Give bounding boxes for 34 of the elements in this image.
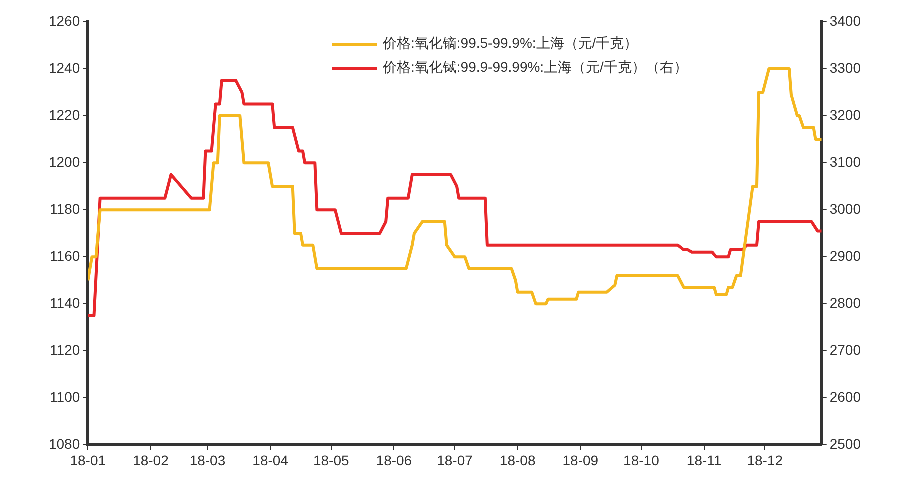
y-tick-label: 1080 <box>48 436 80 452</box>
y2-tick-label: 3100 <box>830 154 862 170</box>
x-tick-label: 18-06 <box>376 452 412 468</box>
y-tick-label: 1120 <box>50 342 80 358</box>
x-tick-label: 18-09 <box>562 452 599 468</box>
y-tick-label: 1160 <box>50 248 80 264</box>
y2-tick-label: 2800 <box>830 294 862 311</box>
x-tick-label: 18-04 <box>252 452 289 468</box>
y-tick-label: 1220 <box>48 106 80 123</box>
x-tick-label: 18-11 <box>686 452 722 468</box>
y-tick-label: 1180 <box>50 200 80 217</box>
y2-tick-label: 3000 <box>830 200 862 217</box>
y2-tick-label: 3400 <box>830 12 862 29</box>
x-tick-label: 18-01 <box>70 452 106 468</box>
legend-label: 价格:氧化铽:99.9-99.99%:上海（元/千克）（右） <box>383 59 688 77</box>
x-tick-label: 18-10 <box>624 452 660 468</box>
y-tick-label: 1100 <box>50 389 80 406</box>
y-tick-label: 1240 <box>48 60 80 76</box>
x-tick-label: 18-02 <box>133 452 170 468</box>
y2-tick-label: 2900 <box>830 248 862 264</box>
x-tick-label: 18-12 <box>747 452 784 468</box>
y2-tick-label: 2500 <box>830 436 862 452</box>
y-tick-label: 1140 <box>50 294 80 311</box>
x-tick-label: 18-07 <box>437 452 474 468</box>
y-tick-label: 1260 <box>48 12 80 29</box>
legend-label: 价格:氧化镝:99.5-99.9%:上海（元/千克） <box>383 35 638 53</box>
y2-tick-label: 2700 <box>830 342 862 358</box>
y2-tick-label: 3300 <box>830 60 862 76</box>
x-tick-label: 18-03 <box>190 452 226 468</box>
x-tick-label: 18-08 <box>500 452 536 468</box>
y-tick-label: 1200 <box>48 154 80 170</box>
x-tick-label: 18-05 <box>313 452 350 468</box>
y2-tick-label: 3200 <box>830 106 862 123</box>
y2-tick-label: 2600 <box>830 389 862 406</box>
